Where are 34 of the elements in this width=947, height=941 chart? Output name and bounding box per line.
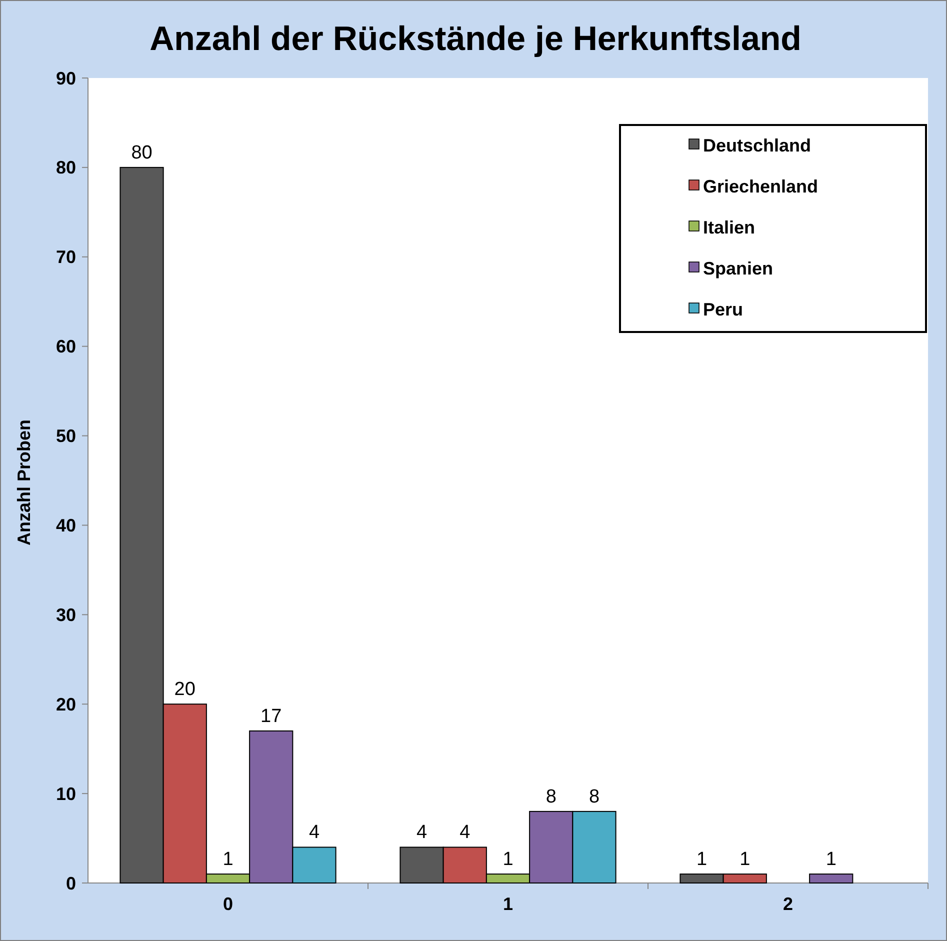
x-tick-label: 1 [502, 894, 514, 914]
data-label: 4 [460, 822, 471, 844]
y-tick-label: 20 [56, 694, 76, 714]
y-tick-label: 80 [56, 158, 76, 178]
data-label: 4 [308, 822, 320, 844]
data-label: 1 [502, 849, 514, 870]
y-tick-label: 70 [56, 247, 76, 268]
y-tick-label: 40 [56, 516, 76, 536]
y-tick-label: 0 [66, 873, 76, 894]
x-tick-label: 2 [782, 894, 794, 914]
legend-label: Griechenland [703, 176, 818, 196]
data-label: 17 [260, 706, 282, 727]
y-tick-label: 60 [56, 336, 76, 357]
y-axis-title: Anzahl Proben [14, 419, 34, 546]
data-label: 4 [416, 822, 428, 844]
data-label: 1 [696, 849, 708, 870]
y-tick-label: 90 [56, 68, 76, 88]
legend-label: Deutschland [703, 135, 812, 156]
y-tick-label: 10 [56, 784, 76, 804]
legend-label: Italien [703, 217, 756, 238]
data-label: 80 [131, 142, 152, 164]
data-label: 1 [222, 849, 234, 870]
x-tick-label: 0 [222, 894, 234, 914]
data-label: 1 [740, 849, 750, 870]
chart-title: Anzahl der Rückstände je Herkunftsland [150, 20, 802, 58]
legend-label: Spanien [703, 258, 774, 278]
legend-label: Peru [703, 299, 744, 320]
y-tick-label: 30 [56, 604, 76, 625]
y-tick-label: 50 [56, 426, 76, 446]
data-label: 20 [174, 679, 196, 700]
data-label: 1 [826, 849, 836, 870]
data-label: 8 [546, 786, 556, 808]
data-label: 8 [588, 786, 600, 808]
bar [809, 874, 854, 884]
